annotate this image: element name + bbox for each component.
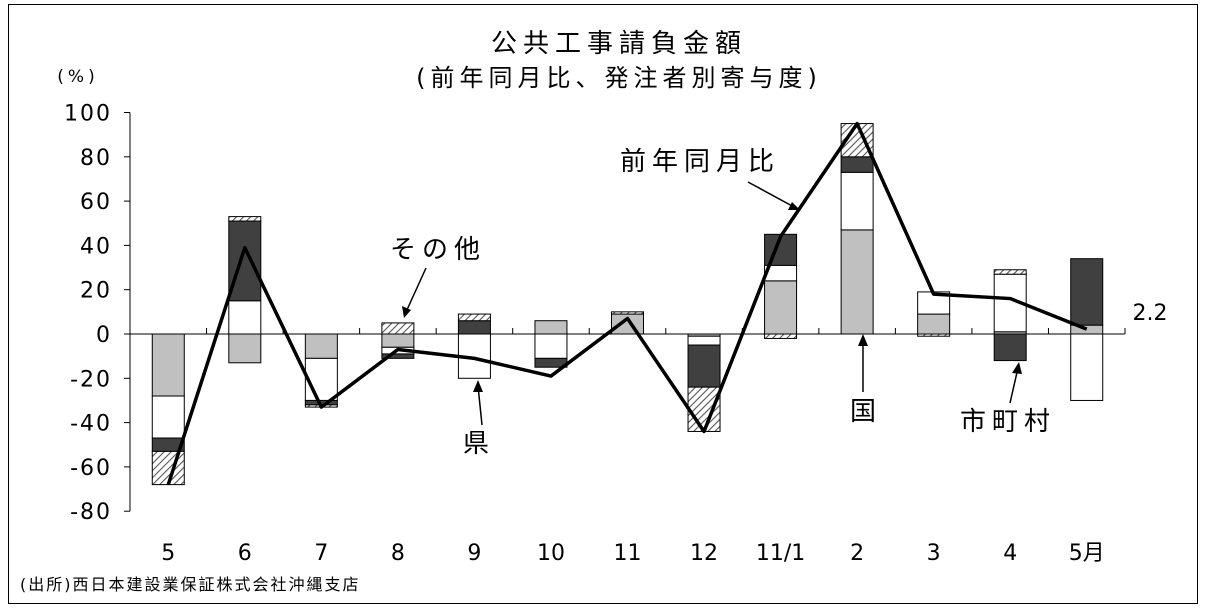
x-tick-label: 12 [690,541,718,566]
chart-subtitle: (前年同月比、発注者別寄与度) [416,64,822,92]
chart-title: 公共工事請負金額 [491,29,747,59]
bar-segment [611,311,644,315]
y-tick-label: -20 [70,367,112,392]
bar-segment [993,333,1027,362]
bar-segment [534,333,568,359]
annotation-municipal-arrowhead [1012,362,1022,374]
bar-segment [228,220,262,302]
y-tick-label: -40 [70,412,112,437]
x-tick-label: 6 [238,541,252,566]
annotation-others: その他 [390,235,486,265]
y-tick-label: 40 [80,234,112,259]
bar-segment [228,333,262,364]
y-tick-label: -80 [70,500,112,525]
y-axis: 100 80 60 40 20 0 -20 -40 -60 -80 [64,102,130,525]
x-tick-label: 7 [314,541,328,566]
x-axis: 5 6 7 8 9 10 11 12 11/1 2 3 4 5月 [161,541,1104,566]
bar-segment [534,320,568,335]
x-tick-label: 10 [537,541,565,566]
annotation-others-arrowhead [402,306,411,318]
x-tick-label: 5 [161,541,175,566]
y-tick-label: -60 [70,456,112,481]
source-note: (出所)西日本建設業保証株式会社沖縄支店 [20,575,361,594]
y-tick-label: 60 [80,190,112,215]
x-tick-label: 5月 [1069,541,1105,566]
annotation-national: 国 [850,397,876,427]
bar-segment [381,353,415,359]
annotation-pref-arrow [477,385,483,426]
y-tick-label: 0 [96,323,112,348]
bar-segment [151,333,185,397]
bar-segment [840,156,874,173]
annotation-national-arrowhead [858,334,868,346]
annotation-yoy-arrow [747,181,795,208]
x-tick-label: 2 [850,541,864,566]
bar-segment [993,269,1027,275]
y-tick-label: 20 [80,279,112,304]
bar-segment [687,335,721,346]
bar-segment [764,333,798,339]
bar-segment [381,322,415,335]
bar-segment [1070,333,1104,401]
annotation-municipal-arrow [1009,367,1019,404]
bar-segment [764,280,798,335]
yoy-line-layer [166,121,1088,486]
x-tick-label: 11 [614,541,642,566]
bar-segment [687,386,721,432]
annotation-pref-arrowhead [473,380,483,392]
annotation-last-value: 2.2 [1133,301,1168,326]
bar-segment [151,395,185,439]
bar-segment [304,357,338,401]
x-tick-label: 11/1 [756,541,805,566]
y-axis-label: (%) [57,67,98,87]
x-tick-label: 4 [1003,541,1017,566]
bar-segment [457,313,491,322]
annotation-others-arrow [405,267,427,313]
bar-segment [381,333,415,348]
bar-segment [687,344,721,388]
bar-segment [457,320,491,335]
annotation-yoy: 前年同月比 [620,147,780,177]
bar-segment [228,216,262,222]
annotation-pref: 県 [463,429,489,459]
annotation-yoy-arrowhead [788,202,800,210]
bar-segment [840,229,874,335]
bars [151,123,1104,486]
bar-segment [917,333,951,337]
x-tick-label: 8 [391,541,405,566]
annotation-municipal: 市町村 [960,407,1056,437]
bar-segment [304,333,338,359]
chart-frame [8,4,1198,604]
y-tick-label: 100 [64,102,112,127]
y-tick-label: 80 [80,146,112,171]
bar-segment [1070,258,1104,326]
bar-segment [917,313,951,335]
yoy-line [166,121,1088,486]
bar-segment [228,300,262,335]
bar-segment [840,171,874,231]
x-tick-label: 3 [927,541,941,566]
x-tick-label: 9 [467,541,481,566]
